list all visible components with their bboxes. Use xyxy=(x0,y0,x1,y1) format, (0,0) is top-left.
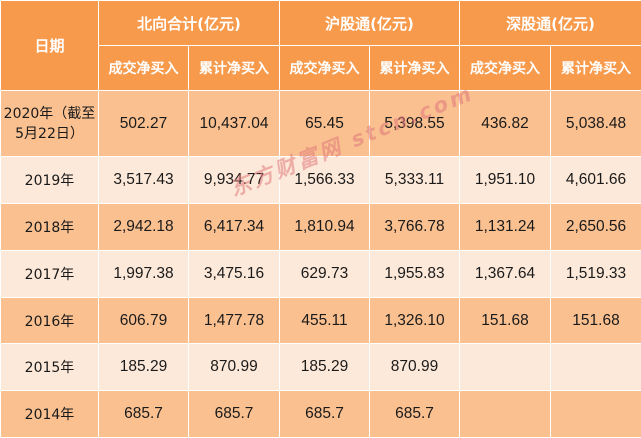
northbound-cumulative-cell: 9,934.77 xyxy=(189,157,280,204)
northbound-net-buy-cell: 3,517.43 xyxy=(99,157,189,204)
northbound-cumulative-cell: 1,477.78 xyxy=(189,298,280,344)
table-row: 2018年 2,942.18 6,417.34 1,810.94 3,766.7… xyxy=(1,204,641,251)
row-date: 2019年 xyxy=(1,157,99,204)
northbound-cumulative-cell: 870.99 xyxy=(189,344,280,391)
northbound-total-header: 北向合计(亿元) xyxy=(99,1,280,46)
shenzhen-net-buy-cell: 436.82 xyxy=(460,91,551,157)
shanghai-net-buy-cell: 629.73 xyxy=(280,251,370,298)
shanghai-connect-header: 沪股通(亿元) xyxy=(280,1,460,46)
table-row: 2015年 185.29 870.99 185.29 870.99 xyxy=(1,344,641,391)
shanghai-net-buy-cell: 65.45 xyxy=(280,91,370,157)
northbound-net-buy-cell: 2,942.18 xyxy=(99,204,189,251)
shanghai-net-buy-cell: 185.29 xyxy=(280,344,370,391)
table-row: 2019年 3,517.43 9,934.77 1,566.33 5,333.1… xyxy=(1,157,641,204)
shanghai-cumulative-cell: 870.99 xyxy=(370,344,460,391)
northbound-cumulative-cell: 10,437.04 xyxy=(189,91,280,157)
subheader-shanghai-net-buy: 成交净买入 xyxy=(280,46,370,91)
shenzhen-cumulative-cell: 151.68 xyxy=(551,298,641,344)
shanghai-net-buy-cell: 1,810.94 xyxy=(280,204,370,251)
shenzhen-net-buy-cell xyxy=(460,344,551,391)
northbound-net-buy-cell: 185.29 xyxy=(99,344,189,391)
shanghai-cumulative-cell: 1,326.10 xyxy=(370,298,460,344)
shenzhen-net-buy-cell: 151.68 xyxy=(460,298,551,344)
shenzhen-net-buy-cell xyxy=(460,391,551,438)
subheader-shanghai-cumulative: 累计净买入 xyxy=(370,46,460,91)
shenzhen-cumulative-cell xyxy=(551,344,641,391)
shenzhen-cumulative-cell: 2,650.56 xyxy=(551,204,641,251)
shenzhen-cumulative-cell xyxy=(551,391,641,438)
shenzhen-net-buy-cell: 1,131.24 xyxy=(460,204,551,251)
shenzhen-net-buy-cell: 1,367.64 xyxy=(460,251,551,298)
table-row: 2016年 606.79 1,477.78 455.11 1,326.10 15… xyxy=(1,298,641,344)
subheader-shenzhen-cumulative: 累计净买入 xyxy=(551,46,641,91)
shanghai-cumulative-cell: 1,955.83 xyxy=(370,251,460,298)
row-date: 2020年（截至5月22日） xyxy=(1,91,99,157)
shanghai-cumulative-cell: 685.7 xyxy=(370,391,460,438)
shenzhen-net-buy-cell: 1,951.10 xyxy=(460,157,551,204)
shenzhen-cumulative-cell: 4,601.66 xyxy=(551,157,641,204)
table-row: 2017年 1,997.38 3,475.16 629.73 1,955.83 … xyxy=(1,251,641,298)
shanghai-cumulative-cell: 5,398.55 xyxy=(370,91,460,157)
date-column-header: 日期 xyxy=(1,1,99,91)
table-row: 2014年 685.7 685.7 685.7 685.7 xyxy=(1,391,641,438)
northbound-cumulative-cell: 3,475.16 xyxy=(189,251,280,298)
row-date: 2016年 xyxy=(1,298,99,344)
northbound-net-buy-cell: 606.79 xyxy=(99,298,189,344)
subheader-northbound-cumulative: 累计净买入 xyxy=(189,46,280,91)
subheader-northbound-net-buy: 成交净买入 xyxy=(99,46,189,91)
shanghai-net-buy-cell: 455.11 xyxy=(280,298,370,344)
row-date: 2015年 xyxy=(1,344,99,391)
northbound-net-buy-cell: 685.7 xyxy=(99,391,189,438)
row-date: 2014年 xyxy=(1,391,99,438)
shenzhen-connect-header: 深股通(亿元) xyxy=(460,1,641,46)
northbound-cumulative-cell: 685.7 xyxy=(189,391,280,438)
shanghai-cumulative-cell: 3,766.78 xyxy=(370,204,460,251)
northbound-net-buy-cell: 1,997.38 xyxy=(99,251,189,298)
row-date: 2017年 xyxy=(1,251,99,298)
row-date: 2018年 xyxy=(1,204,99,251)
shanghai-net-buy-cell: 1,566.33 xyxy=(280,157,370,204)
shenzhen-cumulative-cell: 5,038.48 xyxy=(551,91,641,157)
northbound-net-buy-cell: 502.27 xyxy=(99,91,189,157)
shanghai-cumulative-cell: 5,333.11 xyxy=(370,157,460,204)
northbound-cumulative-cell: 6,417.34 xyxy=(189,204,280,251)
table-row: 2020年（截至5月22日） 502.27 10,437.04 65.45 5,… xyxy=(1,91,641,157)
shenzhen-cumulative-cell: 1,519.33 xyxy=(551,251,641,298)
shanghai-net-buy-cell: 685.7 xyxy=(280,391,370,438)
subheader-shenzhen-net-buy: 成交净买入 xyxy=(460,46,551,91)
